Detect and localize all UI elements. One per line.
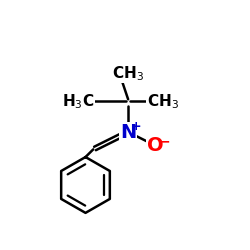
Text: H$_3$C: H$_3$C	[62, 92, 94, 110]
Text: CH$_3$: CH$_3$	[112, 64, 144, 83]
Text: CH$_3$: CH$_3$	[147, 92, 179, 110]
Text: O: O	[147, 136, 164, 155]
Text: N: N	[120, 122, 136, 142]
Text: −: −	[159, 134, 170, 148]
Text: +: +	[130, 120, 141, 133]
